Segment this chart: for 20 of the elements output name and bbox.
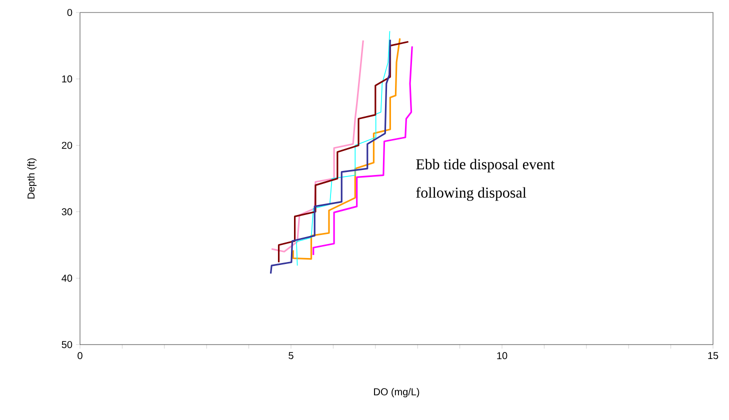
- annotation: Ebb tide disposal event: [416, 158, 555, 172]
- y-tick-label: 40: [62, 274, 72, 282]
- x-tick-label: 10: [497, 352, 508, 360]
- line-series: [312, 46, 413, 256]
- x-tick-label: 15: [708, 352, 718, 360]
- x-tick-label: 0: [78, 352, 82, 360]
- line-series: [270, 40, 364, 252]
- y-tick-label: 50: [62, 341, 72, 348]
- line-series: [292, 38, 401, 260]
- x-tick-label: 5: [288, 352, 294, 360]
- y-tick-label: 20: [62, 142, 72, 149]
- y-axis-title: Depth (ft): [27, 158, 37, 198]
- line-series: [278, 40, 410, 264]
- y-tick-label: 10: [62, 75, 72, 82]
- line-series: [296, 30, 390, 266]
- annotation: following disposal: [416, 187, 526, 201]
- y-tick-label: 30: [62, 208, 72, 216]
- y-tick-label: 0: [67, 8, 72, 16]
- line-series: [270, 38, 391, 274]
- x-axis-title: DO (mg/L): [374, 388, 420, 398]
